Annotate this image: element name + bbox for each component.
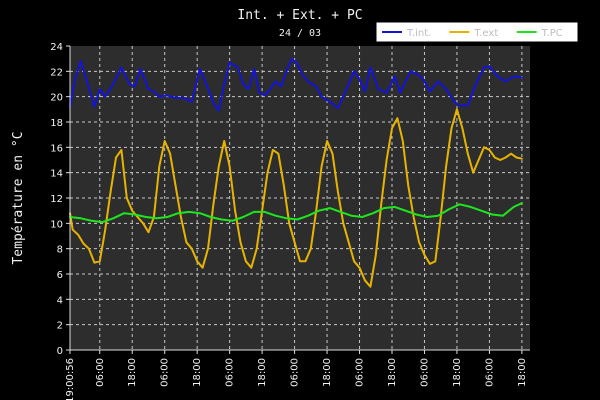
legend-label: T.PC [541,28,563,39]
x-tick-label: 18:00 [192,358,203,387]
chart-subtitle: 24 / 03 [279,28,321,39]
x-tick-label: 18:00 [127,358,138,387]
y-tick-label: 18 [50,118,63,129]
y-tick-label: 14 [50,169,63,180]
x-tick-label: 06:00 [160,358,171,387]
y-tick-label: 16 [50,143,63,154]
y-tick-label: 20 [50,93,63,104]
y-tick-label: 22 [50,67,63,78]
y-tick-label: 4 [57,295,63,306]
x-tick-label: 06:00 [290,358,301,387]
x-tick-label: 06:00 [484,358,495,387]
chart-title: Int. + Ext. + PC [237,8,362,23]
y-tick-label: 8 [57,245,63,256]
x-tick-label: 18:00 [322,358,333,387]
legend: T.int. T.ext T.PC [375,21,579,43]
x-tick-label: 18:00 [452,358,463,387]
series-line-t-ext [69,108,523,288]
x-tick-label: 19:00:56 [65,358,76,400]
y-tick-label: 6 [57,270,63,281]
x-tick-label: 06:00 [95,358,106,387]
y-tick-label: 2 [57,321,63,332]
x-tick-label: 18:00 [387,358,398,387]
x-tick-label: 06:00 [225,358,236,387]
y-tick-label: 0 [57,346,63,357]
x-tick-label: 06:00 [419,358,430,387]
series-line-t-int [69,57,523,112]
legend-box [375,21,579,43]
y-tick-label: 10 [50,219,63,230]
x-tick-label: 18:00 [257,358,268,387]
y-tick-label: 24 [50,42,63,53]
y-tick-label: 12 [50,194,63,205]
x-tick-label: 06:00 [355,358,366,387]
legend-label: T.int. [406,28,431,39]
y-axis-label: Température en °C [11,131,26,264]
series-line-t-pc [69,202,523,224]
x-tick-label: 18:00 [517,358,528,387]
legend-label: T.ext [473,28,498,39]
